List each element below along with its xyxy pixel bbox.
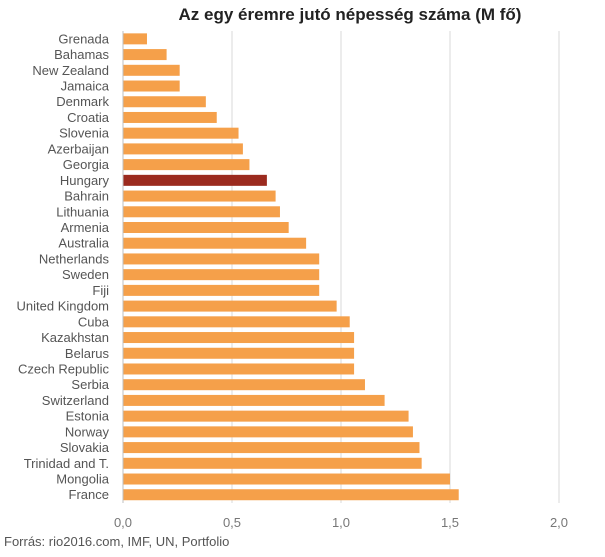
category-label: Czech Republic <box>18 361 110 376</box>
category-label: Kazakhstan <box>41 330 109 345</box>
x-tick-label: 1,0 <box>332 515 350 530</box>
category-label: Jamaica <box>61 79 110 94</box>
category-label: Sweden <box>62 267 109 282</box>
category-label: United Kingdom <box>17 299 110 314</box>
category-label: Slovakia <box>60 440 110 455</box>
category-label: Lithuania <box>56 204 110 219</box>
category-label: Norway <box>65 424 110 439</box>
category-label: Croatia <box>67 110 110 125</box>
category-label: Serbia <box>71 377 109 392</box>
category-label: Australia <box>58 236 109 251</box>
chart-title: Az egy éremre jutó népesség száma (M fő) <box>178 5 522 24</box>
category-label: Belarus <box>65 346 110 361</box>
category-label: Netherlands <box>39 251 110 266</box>
bar-fiji <box>123 284 320 296</box>
bar-estonia <box>123 410 409 422</box>
category-label: Denmark <box>56 94 109 109</box>
bar-netherlands <box>123 253 320 265</box>
bar-united-kingdom <box>123 300 337 312</box>
x-tick-label: 0,5 <box>223 515 241 530</box>
category-label: Azerbaijan <box>48 141 109 156</box>
bar-switzerland <box>123 394 385 406</box>
category-label: New Zealand <box>32 63 109 78</box>
bar-slovenia <box>123 127 239 139</box>
bar-georgia <box>123 159 250 171</box>
x-tick-label: 0,0 <box>114 515 132 530</box>
category-label: Armenia <box>61 220 110 235</box>
bar-new-zealand <box>123 64 180 76</box>
bar-armenia <box>123 222 289 233</box>
bar-sweden <box>123 269 320 281</box>
bar-france <box>123 489 459 501</box>
category-label: Georgia <box>63 157 110 172</box>
bar-slovakia <box>123 442 420 454</box>
x-tick-label: 1,5 <box>441 515 459 530</box>
bar-hungary <box>123 174 267 186</box>
bar-jamaica <box>123 80 180 92</box>
bar-kazakhstan <box>123 332 355 344</box>
category-label: Trinidad and T. <box>24 456 109 471</box>
category-label: Bahrain <box>64 189 109 204</box>
bar-serbia <box>123 379 365 391</box>
x-tick-label: 2,0 <box>550 515 568 530</box>
bar-belarus <box>123 347 355 359</box>
bar-czech-republic <box>123 363 355 375</box>
bar-azerbaijan <box>123 143 243 155</box>
category-label: Mongolia <box>56 472 110 487</box>
bar-denmark <box>123 96 206 108</box>
bar-mongolia <box>123 473 450 485</box>
bar-bahamas <box>123 49 167 61</box>
bar-trinidad-and-t <box>123 457 422 469</box>
bar-lithuania <box>123 206 280 218</box>
category-label: Fiji <box>92 283 109 298</box>
category-label: France <box>69 487 109 502</box>
bar-cuba <box>123 316 350 328</box>
category-label: Switzerland <box>42 393 109 408</box>
category-label: Slovenia <box>59 126 110 141</box>
category-label: Grenada <box>58 31 109 46</box>
category-label: Cuba <box>78 314 110 329</box>
bar-bahrain <box>123 190 276 202</box>
category-label: Estonia <box>66 409 110 424</box>
category-label: Hungary <box>60 173 110 188</box>
category-label: Bahamas <box>54 47 109 62</box>
bar-croatia <box>123 111 217 123</box>
bar-australia <box>123 237 307 249</box>
bar-grenada <box>123 33 147 45</box>
bar-norway <box>123 426 413 438</box>
source-note: Forrás: rio2016.com, IMF, UN, Portfolio <box>4 534 230 549</box>
